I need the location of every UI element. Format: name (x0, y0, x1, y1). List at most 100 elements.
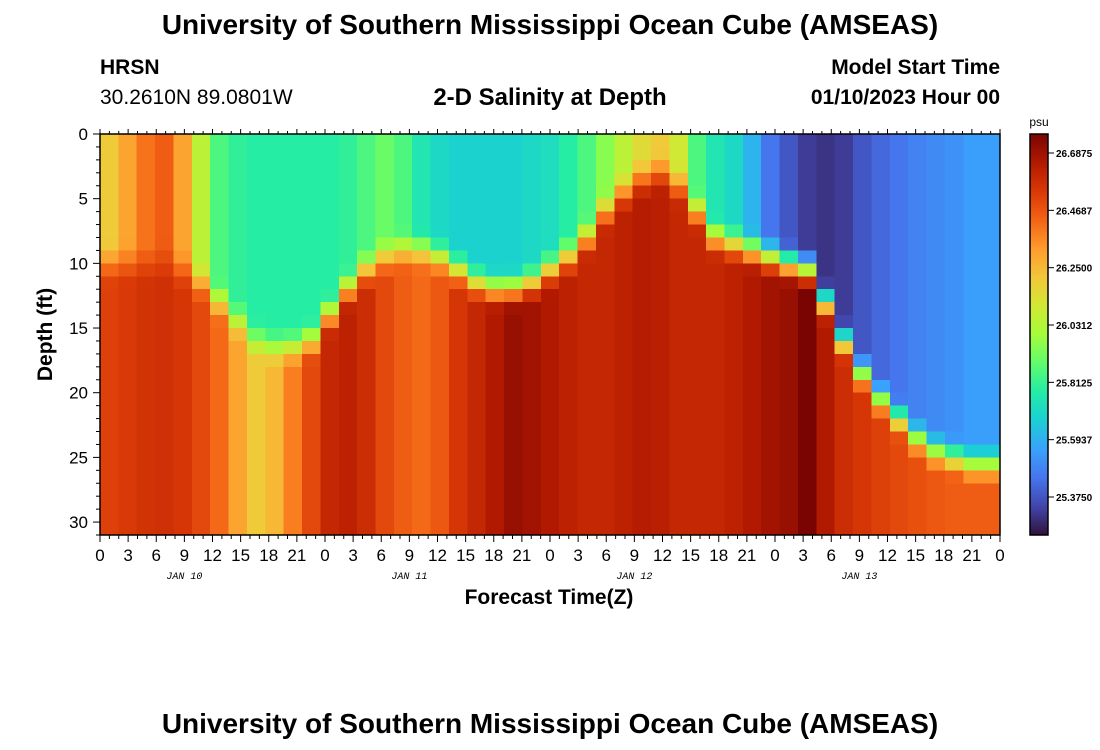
heatmap-cell (669, 134, 689, 148)
heatmap-cell (357, 340, 377, 355)
heatmap-cell (816, 522, 836, 536)
heatmap-cell (136, 470, 156, 484)
heatmap-cell (338, 211, 358, 226)
heatmap-cell (908, 392, 928, 407)
heatmap-cell (834, 159, 854, 174)
heatmap-cell (246, 509, 266, 523)
heatmap-cell (228, 418, 248, 433)
heatmap-cell (944, 146, 964, 161)
heatmap-cell (871, 353, 891, 368)
heatmap-cell (136, 134, 156, 148)
heatmap-cell (246, 457, 266, 471)
heatmap-cell (797, 224, 817, 239)
heatmap-cell (412, 405, 432, 420)
heatmap-cell (504, 418, 524, 433)
heatmap-cell (963, 509, 983, 523)
heatmap-cell (816, 185, 836, 200)
heatmap-cell (651, 263, 670, 277)
heatmap-cell (816, 302, 836, 316)
heatmap-cell (926, 237, 946, 252)
heatmap-cell (136, 276, 156, 290)
heatmap-cell (761, 276, 781, 290)
heatmap-cell (687, 185, 707, 200)
heatmap-cell (228, 328, 248, 342)
heatmap-cell (577, 211, 597, 226)
heatmap-cell (246, 431, 266, 446)
heatmap-cell (981, 263, 1001, 277)
heatmap-cell (651, 146, 670, 161)
heatmap-cell (797, 237, 817, 252)
heatmap-cell (761, 483, 781, 497)
heatmap-cell (375, 315, 395, 329)
heatmap-cell (210, 250, 230, 264)
heatmap-cell (485, 418, 505, 433)
heatmap-cell (742, 366, 762, 381)
heatmap-cell (559, 185, 579, 200)
heatmap-cell (173, 328, 193, 342)
heatmap-cell (651, 289, 670, 303)
heatmap-cell (265, 522, 285, 536)
heatmap-cell (100, 431, 119, 446)
heatmap-cell (816, 444, 836, 458)
heatmap-cell (320, 340, 340, 355)
heatmap-cell (632, 379, 652, 394)
heatmap-cell (706, 289, 726, 303)
heatmap-cell (136, 340, 156, 355)
heatmap-cell (908, 224, 928, 239)
heatmap-cell (632, 483, 652, 497)
heatmap-cell (283, 172, 303, 187)
heatmap-cell (522, 509, 542, 523)
heatmap-cell (357, 185, 377, 200)
heatmap-cell (540, 405, 560, 420)
heatmap-cell (761, 237, 781, 252)
heatmap-cell (320, 509, 340, 523)
heatmap-cell (540, 509, 560, 523)
heatmap-cell (467, 483, 487, 497)
heatmap-cell (706, 353, 726, 368)
heatmap-cell (834, 134, 854, 148)
heatmap-cell (559, 263, 579, 277)
colorbar-tick-label: 25.5937 (1056, 436, 1093, 447)
heatmap-cell (834, 315, 854, 329)
heatmap-cell (908, 159, 928, 174)
heatmap-cell (412, 276, 432, 290)
heatmap-cell (504, 457, 524, 471)
heatmap-cell (210, 379, 230, 394)
x-tick-label: 9 (405, 546, 414, 565)
heatmap-cell (246, 198, 266, 213)
heatmap-cell (742, 509, 762, 523)
heatmap-cell (302, 353, 322, 368)
heatmap-cell (669, 224, 689, 239)
heatmap-cell (155, 431, 175, 446)
heatmap-cell (889, 315, 909, 329)
heatmap-cell (540, 392, 560, 407)
heatmap-cell (338, 172, 358, 187)
heatmap-cell (393, 211, 413, 226)
heatmap-cell (302, 302, 322, 316)
heatmap-cell (724, 431, 744, 446)
heatmap-cell (669, 457, 689, 471)
heatmap-cell (963, 353, 983, 368)
heatmap-cell (357, 159, 377, 174)
heatmap-cell (540, 483, 560, 497)
heatmap-cell (614, 198, 634, 213)
heatmap-cell (136, 509, 156, 523)
heatmap-cell (246, 172, 266, 187)
heatmap-cell (706, 198, 726, 213)
heatmap-cell (265, 353, 285, 368)
heatmap-cell (669, 379, 689, 394)
heatmap-cell (632, 198, 652, 213)
heatmap-cell (448, 392, 468, 407)
heatmap-cell (246, 224, 266, 239)
heatmap-cell (357, 522, 377, 536)
heatmap-cell (485, 328, 505, 342)
heatmap-cell (375, 263, 395, 277)
heatmap-cell (504, 470, 524, 484)
heatmap-cell (173, 379, 193, 394)
heatmap-cell (706, 237, 726, 252)
heatmap-cell (155, 483, 175, 497)
heatmap-cell (595, 522, 615, 536)
station-name: HRSN (100, 56, 160, 79)
heatmap-cell (522, 185, 542, 200)
heatmap-cell (191, 405, 211, 420)
